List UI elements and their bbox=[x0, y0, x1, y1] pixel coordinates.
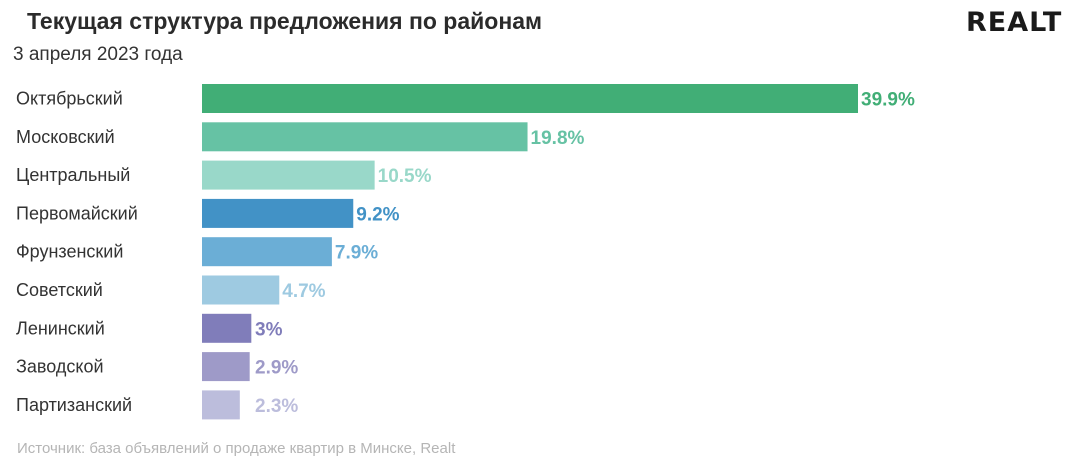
category-label: Советский bbox=[16, 280, 103, 300]
category-label: Заводской bbox=[16, 357, 104, 377]
value-label: 3% bbox=[255, 319, 283, 340]
category-label: Центральный bbox=[16, 165, 130, 185]
bar bbox=[202, 84, 858, 113]
realt-logo: REALT bbox=[966, 7, 1063, 38]
bar bbox=[202, 275, 280, 305]
bar bbox=[202, 160, 375, 190]
value-label: 10.5% bbox=[378, 166, 432, 187]
chart-title: Текущая структура предложения по районам bbox=[27, 8, 543, 34]
chart-subtitle: 3 апреля 2023 года bbox=[13, 44, 183, 65]
value-label: 4.7% bbox=[282, 281, 325, 302]
value-label: 19.8% bbox=[531, 128, 585, 149]
bar bbox=[202, 237, 332, 267]
value-label: 7.9% bbox=[335, 243, 378, 264]
bar bbox=[202, 390, 240, 420]
value-label: 39.9% bbox=[861, 90, 915, 111]
bar bbox=[202, 313, 252, 343]
category-label: Партизанский bbox=[16, 395, 132, 415]
category-label: Фрунзенский bbox=[16, 242, 123, 262]
value-label: 2.9% bbox=[255, 358, 298, 379]
source-note: Источник: база объявлений о продаже квар… bbox=[17, 440, 456, 457]
value-label: 9.2% bbox=[356, 204, 399, 225]
category-label: Первомайский bbox=[16, 203, 138, 223]
value-label: 2.3% bbox=[255, 396, 298, 417]
category-label: Ленинский bbox=[16, 318, 105, 338]
category-label: Октябрьский bbox=[16, 89, 123, 109]
bar bbox=[202, 352, 250, 382]
bar bbox=[202, 122, 528, 152]
bar bbox=[202, 198, 354, 228]
category-label: Московский bbox=[16, 127, 115, 147]
